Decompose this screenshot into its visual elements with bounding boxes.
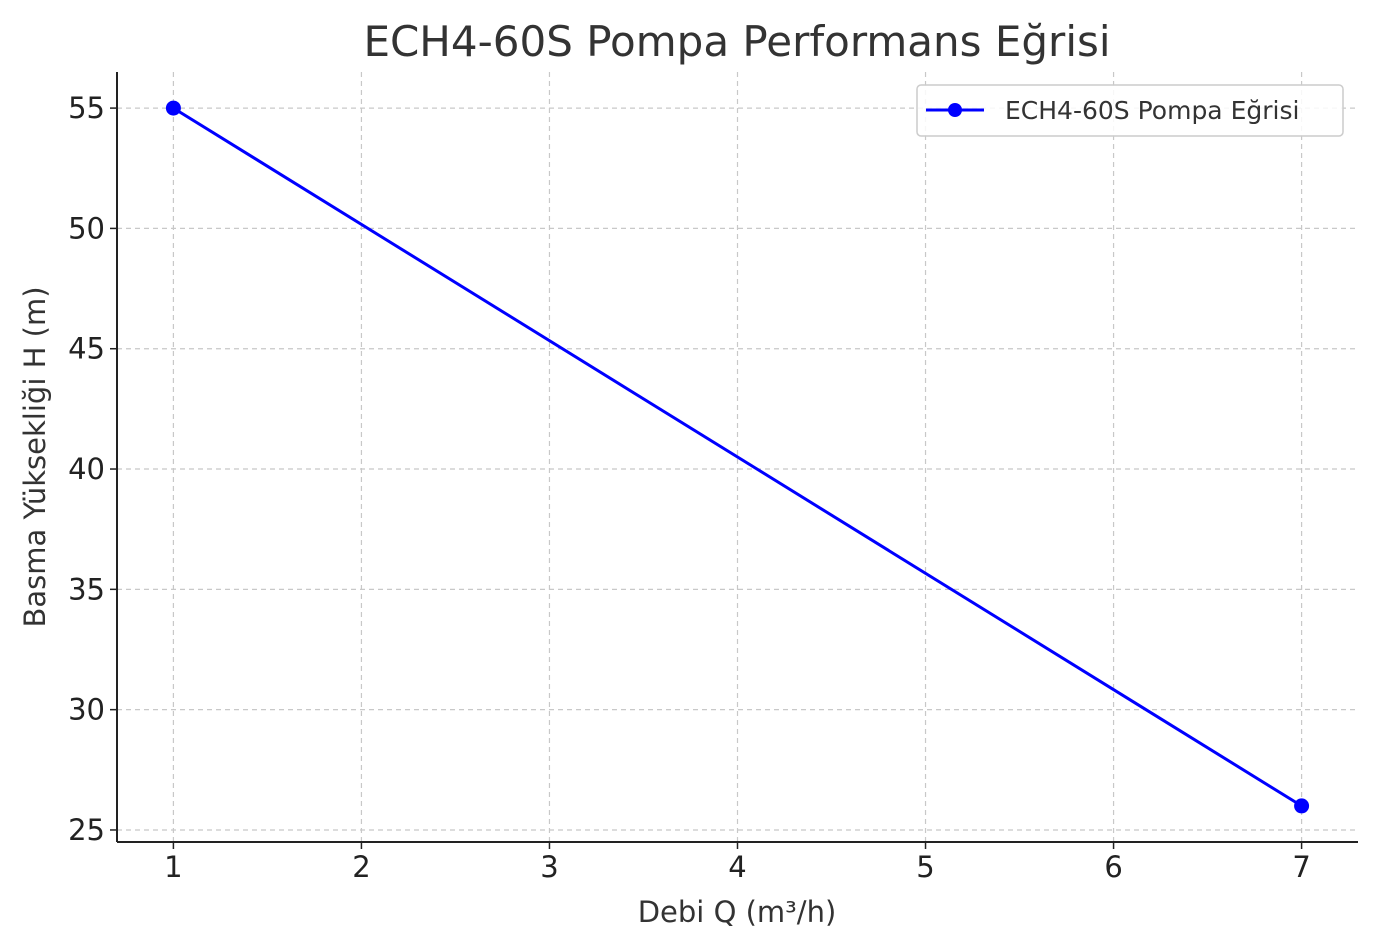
series-line — [172, 106, 1303, 808]
y-tick-label: 30 — [68, 693, 105, 727]
y-tick-label: 45 — [68, 332, 105, 366]
grid — [117, 72, 1358, 842]
y-tick-label: 55 — [68, 91, 105, 125]
legend: ECH4-60S Pompa Eğrisi — [916, 84, 1344, 137]
x-tick-label: 6 — [1104, 850, 1122, 884]
legend-label: ECH4-60S Pompa Eğrisi — [1005, 96, 1299, 125]
y-axis-ticks: 25 30 35 40 45 50 55 — [68, 91, 117, 847]
y-tick-label: 40 — [68, 452, 105, 486]
series-layer — [165, 100, 1310, 814]
legend-box — [916, 84, 1344, 137]
y-tick-label: 25 — [68, 813, 105, 847]
y-tick-label: 35 — [68, 572, 105, 606]
x-tick-label: 3 — [540, 850, 558, 884]
data-point — [165, 100, 181, 116]
x-axis-ticks: 1 2 3 4 5 6 7 — [164, 842, 1311, 884]
x-tick-label: 2 — [352, 850, 370, 884]
y-tick-label: 50 — [68, 211, 105, 245]
legend-marker-swatch — [948, 103, 962, 117]
x-axis-label: Debi Q (m³/h) — [638, 895, 837, 929]
x-tick-label: 1 — [164, 850, 182, 884]
y-axis-label: Basma Yüksekliği H (m) — [18, 286, 52, 627]
x-tick-label: 4 — [728, 850, 746, 884]
x-tick-label: 5 — [916, 850, 934, 884]
chart-title: ECH4-60S Pompa Performans Eğrisi — [363, 17, 1110, 66]
data-point — [1294, 798, 1310, 814]
x-tick-label: 7 — [1292, 850, 1310, 884]
